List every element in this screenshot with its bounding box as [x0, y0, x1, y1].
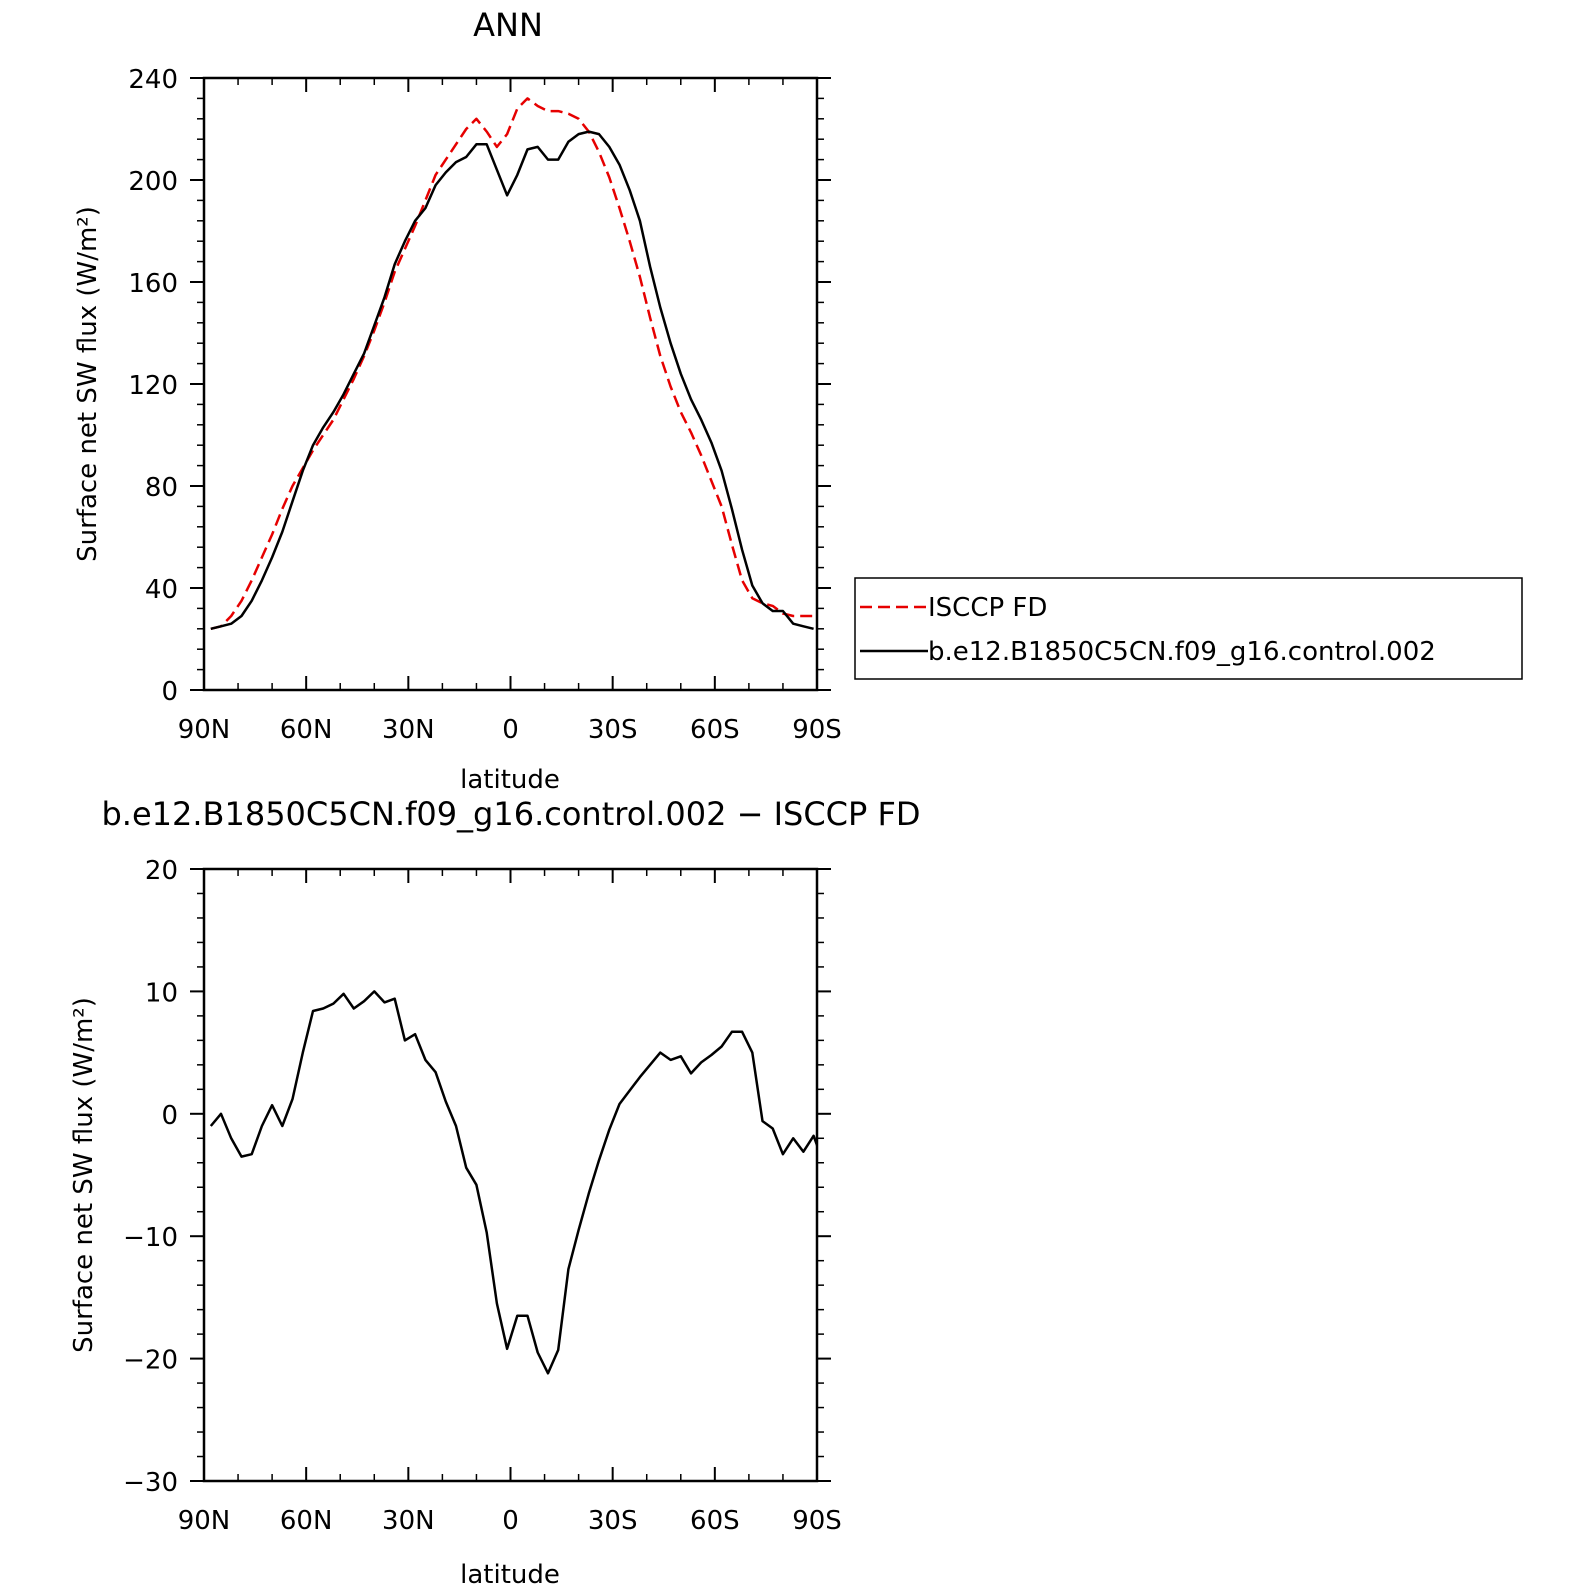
- top-panel-lines: [210, 97, 814, 631]
- y-tick-label: 20: [145, 856, 178, 886]
- y-tick-label: 0: [161, 1101, 178, 1131]
- y-tick-label: 120: [128, 371, 178, 401]
- x-tick-label: 0: [502, 1506, 519, 1536]
- x-tick-label: 90S: [792, 1506, 842, 1536]
- bottom-panel-y-axis-label: Surface net SW flux (W/m²): [69, 997, 99, 1353]
- legend: ISCCP FD b.e12.B1850C5CN.f09_g16.control…: [854, 577, 1523, 680]
- top-panel-x-axis-label: latitude: [460, 765, 560, 795]
- y-tick-label: 80: [145, 473, 178, 503]
- y-tick-label: 160: [128, 269, 178, 299]
- bottom-panel-frame: [202, 867, 819, 1483]
- series-line-b-e12-b1850c5cn-f09-g16-control-002: [210, 130, 814, 631]
- top-panel-title: ANN: [473, 6, 543, 44]
- x-tick-label: 90S: [792, 715, 842, 745]
- x-tick-label: 60S: [690, 1506, 740, 1536]
- y-tick-label: 40: [145, 575, 178, 605]
- series-line-isccp-fd: [210, 97, 814, 631]
- x-tick-label: 60N: [280, 1506, 333, 1536]
- bottom-panel-x-axis-label: latitude: [460, 1560, 560, 1590]
- legend-box: [854, 577, 1523, 680]
- top-panel: ANN 90N 60N 30N 0 30S 60S 90S 0 40 80 120 160 200 240…: [73, 6, 842, 795]
- x-tick-label: 60S: [690, 715, 740, 745]
- series-line-difference: [209, 990, 817, 1375]
- x-tick-label: 90N: [178, 1506, 231, 1536]
- legend-label-isccp: ISCCP FD: [928, 593, 1047, 623]
- y-tick-label: 200: [128, 167, 178, 197]
- x-tick-label: 60N: [280, 715, 333, 745]
- y-tick-label: 240: [128, 65, 178, 95]
- x-tick-label: 30S: [588, 1506, 638, 1536]
- top-panel-frame: [202, 76, 819, 692]
- x-tick-label: 30N: [382, 715, 435, 745]
- top-panel-y-axis-label: Surface net SW flux (W/m²): [73, 206, 103, 562]
- bottom-panel-title: b.e12.B1850C5CN.f09_g16.control.002 − IS…: [101, 795, 920, 833]
- y-tick-label: −20: [123, 1346, 178, 1376]
- bottom-panel: b.e12.B1850C5CN.f09_g16.control.002 − IS…: [69, 795, 921, 1590]
- bottom-panel-lines: [209, 990, 817, 1375]
- y-tick-label: 0: [161, 677, 178, 707]
- x-tick-label: 90N: [178, 715, 231, 745]
- x-tick-label: 30N: [382, 1506, 435, 1536]
- y-tick-label: −10: [123, 1223, 178, 1253]
- x-tick-label: 30S: [588, 715, 638, 745]
- y-tick-label: −30: [123, 1468, 178, 1498]
- x-tick-label: 0: [502, 715, 519, 745]
- legend-label-model: b.e12.B1850C5CN.f09_g16.control.002: [928, 637, 1436, 667]
- y-tick-label: 10: [145, 978, 178, 1008]
